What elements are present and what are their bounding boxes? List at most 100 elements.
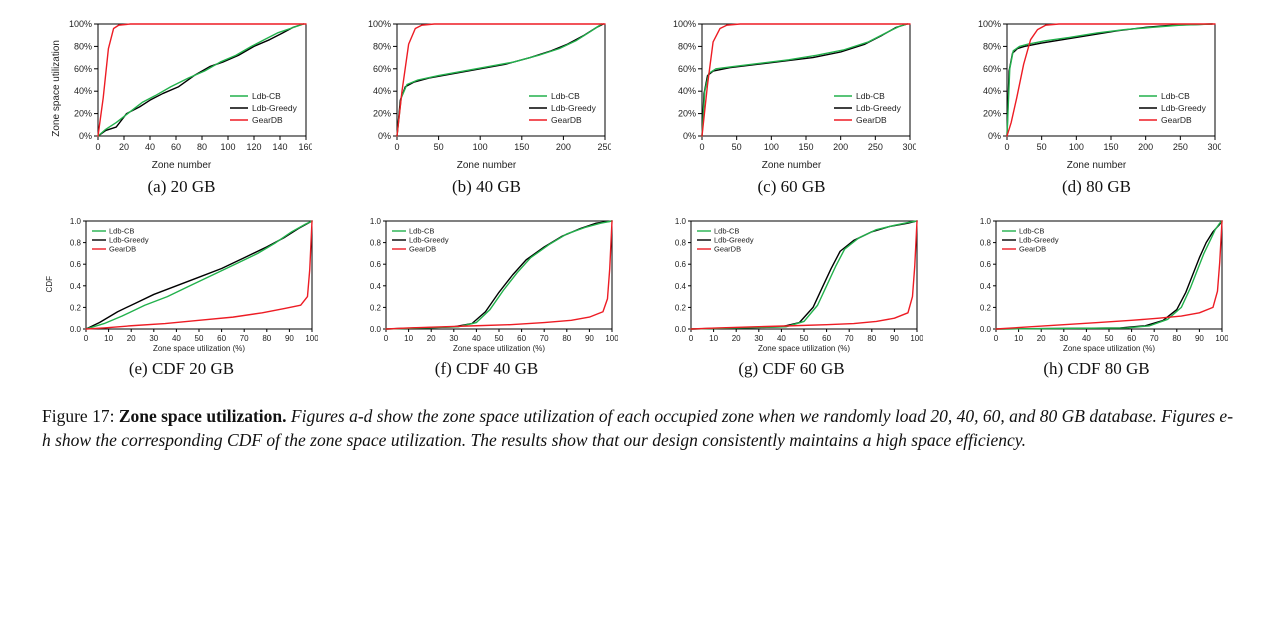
svg-text:40: 40 bbox=[1081, 334, 1090, 343]
svg-text:0: 0 bbox=[95, 142, 100, 152]
svg-text:60: 60 bbox=[517, 334, 526, 343]
chart-a: 0%20%40%60%80%100%020406080100120140160L… bbox=[64, 18, 312, 158]
chart-b: 0%20%40%60%80%100%050100150200250Ldb-CBL… bbox=[363, 18, 611, 158]
svg-text:10: 10 bbox=[1014, 334, 1023, 343]
svg-text:80: 80 bbox=[1172, 334, 1181, 343]
svg-text:10: 10 bbox=[104, 334, 113, 343]
svg-text:60: 60 bbox=[822, 334, 831, 343]
svg-text:90: 90 bbox=[1194, 334, 1203, 343]
chart-d: 0%20%40%60%80%100%050100150200250300Ldb-… bbox=[973, 18, 1221, 158]
svg-text:80: 80 bbox=[262, 334, 271, 343]
svg-text:Ldb-CB: Ldb-CB bbox=[109, 227, 134, 236]
svg-text:120: 120 bbox=[246, 142, 261, 152]
svg-text:20: 20 bbox=[1036, 334, 1045, 343]
svg-text:0.4: 0.4 bbox=[70, 282, 82, 291]
svg-text:50: 50 bbox=[494, 334, 503, 343]
svg-text:0.6: 0.6 bbox=[369, 260, 381, 269]
svg-text:20: 20 bbox=[119, 142, 129, 152]
svg-text:20: 20 bbox=[426, 334, 435, 343]
svg-text:250: 250 bbox=[1172, 142, 1187, 152]
chart-h: 0.00.20.40.60.81.00102030405060708090100… bbox=[966, 215, 1228, 353]
caption-title: Zone space utilization. bbox=[119, 406, 287, 426]
panel-d: 0%20%40%60%80%100%050100150200250300Ldb-… bbox=[957, 18, 1236, 197]
svg-text:50: 50 bbox=[195, 334, 204, 343]
svg-text:30: 30 bbox=[1059, 334, 1068, 343]
svg-text:Ldb-Greedy: Ldb-Greedy bbox=[1161, 103, 1207, 113]
svg-text:GearDB: GearDB bbox=[252, 115, 283, 125]
svg-text:60: 60 bbox=[1127, 334, 1136, 343]
svg-text:0%: 0% bbox=[682, 131, 695, 141]
svg-text:Ldb-Greedy: Ldb-Greedy bbox=[551, 103, 597, 113]
svg-text:0.2: 0.2 bbox=[674, 303, 686, 312]
svg-text:150: 150 bbox=[798, 142, 813, 152]
svg-text:0.2: 0.2 bbox=[70, 303, 82, 312]
subcaption-f: (f) CDF 40 GB bbox=[435, 359, 538, 379]
svg-text:60%: 60% bbox=[677, 64, 695, 74]
svg-text:0.0: 0.0 bbox=[369, 325, 381, 334]
svg-text:60%: 60% bbox=[982, 64, 1000, 74]
svg-text:40: 40 bbox=[145, 142, 155, 152]
svg-text:80: 80 bbox=[197, 142, 207, 152]
svg-text:100%: 100% bbox=[69, 19, 92, 29]
svg-text:GearDB: GearDB bbox=[409, 245, 436, 254]
svg-text:40%: 40% bbox=[982, 86, 1000, 96]
subcaption-g: (g) CDF 60 GB bbox=[738, 359, 844, 379]
panel-b: 0%20%40%60%80%100%050100150200250Ldb-CBL… bbox=[347, 18, 626, 197]
svg-text:140: 140 bbox=[272, 142, 287, 152]
svg-text:90: 90 bbox=[584, 334, 593, 343]
svg-text:0.4: 0.4 bbox=[369, 282, 381, 291]
svg-text:0%: 0% bbox=[987, 131, 1000, 141]
subcaption-c: (c) 60 GB bbox=[758, 177, 826, 197]
svg-text:0.6: 0.6 bbox=[70, 260, 82, 269]
svg-text:Zone space utilization (%): Zone space utilization (%) bbox=[1062, 344, 1154, 353]
svg-text:30: 30 bbox=[149, 334, 158, 343]
svg-text:40%: 40% bbox=[372, 86, 390, 96]
subcaption-h: (h) CDF 80 GB bbox=[1043, 359, 1149, 379]
svg-text:100: 100 bbox=[305, 334, 318, 343]
panel-g: 0.00.20.40.60.81.00102030405060708090100… bbox=[652, 215, 931, 379]
svg-text:0%: 0% bbox=[377, 131, 390, 141]
svg-text:100: 100 bbox=[910, 334, 923, 343]
svg-text:160: 160 bbox=[298, 142, 312, 152]
svg-text:GearDB: GearDB bbox=[551, 115, 582, 125]
svg-text:40%: 40% bbox=[74, 86, 92, 96]
svg-text:80%: 80% bbox=[74, 41, 92, 51]
svg-text:250: 250 bbox=[867, 142, 882, 152]
svg-text:Ldb-Greedy: Ldb-Greedy bbox=[109, 236, 149, 245]
subcaption-a: (a) 20 GB bbox=[148, 177, 216, 197]
svg-text:Ldb-CB: Ldb-CB bbox=[409, 227, 434, 236]
svg-text:0: 0 bbox=[699, 142, 704, 152]
svg-text:1.0: 1.0 bbox=[674, 217, 686, 226]
svg-text:20%: 20% bbox=[982, 109, 1000, 119]
caption-lead: Figure 17: bbox=[42, 406, 119, 426]
svg-text:90: 90 bbox=[889, 334, 898, 343]
svg-text:10: 10 bbox=[404, 334, 413, 343]
svg-text:Zone space utilization (%): Zone space utilization (%) bbox=[452, 344, 544, 353]
svg-text:20%: 20% bbox=[372, 109, 390, 119]
svg-text:60: 60 bbox=[171, 142, 181, 152]
svg-text:0: 0 bbox=[394, 142, 399, 152]
svg-text:150: 150 bbox=[1103, 142, 1118, 152]
svg-text:Ldb-Greedy: Ldb-Greedy bbox=[856, 103, 902, 113]
panel-a: Zone space utilization0%20%40%60%80%100%… bbox=[42, 18, 321, 197]
svg-text:Ldb-Greedy: Ldb-Greedy bbox=[409, 236, 449, 245]
svg-text:50: 50 bbox=[731, 142, 741, 152]
svg-text:70: 70 bbox=[240, 334, 249, 343]
svg-text:0.6: 0.6 bbox=[979, 260, 991, 269]
svg-text:0: 0 bbox=[1004, 142, 1009, 152]
svg-text:0: 0 bbox=[993, 334, 998, 343]
svg-text:Ldb-CB: Ldb-CB bbox=[714, 227, 739, 236]
svg-text:70: 70 bbox=[1149, 334, 1158, 343]
svg-text:100: 100 bbox=[1068, 142, 1083, 152]
svg-text:0.2: 0.2 bbox=[979, 303, 991, 312]
svg-text:0: 0 bbox=[688, 334, 693, 343]
svg-text:50: 50 bbox=[1036, 142, 1046, 152]
svg-text:Ldb-CB: Ldb-CB bbox=[252, 91, 281, 101]
svg-text:150: 150 bbox=[514, 142, 529, 152]
svg-text:Ldb-CB: Ldb-CB bbox=[1019, 227, 1044, 236]
svg-text:50: 50 bbox=[799, 334, 808, 343]
svg-text:100%: 100% bbox=[367, 19, 390, 29]
svg-text:30: 30 bbox=[754, 334, 763, 343]
panel-h: 0.00.20.40.60.81.00102030405060708090100… bbox=[957, 215, 1236, 379]
svg-text:0%: 0% bbox=[79, 131, 92, 141]
